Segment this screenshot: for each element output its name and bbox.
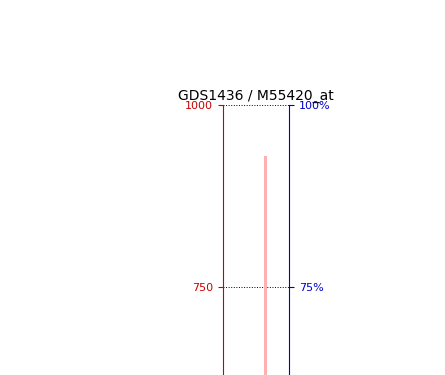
Bar [264,156,267,375]
Title: GDS1436 / M55420_at: GDS1436 / M55420_at [178,88,334,103]
